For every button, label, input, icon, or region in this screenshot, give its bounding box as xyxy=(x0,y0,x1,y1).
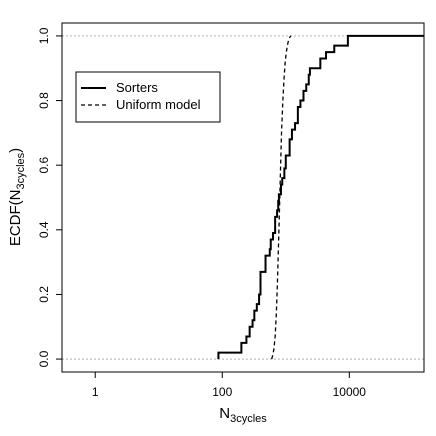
legend-label-uniform: Uniform model xyxy=(116,97,201,112)
x-axis-title-sub: 3cycles xyxy=(230,413,267,425)
y-axis-title-close: ) xyxy=(7,148,24,153)
y-axis-title-main: ECDF(N xyxy=(7,190,24,247)
y-axis-title-sub: 3cycles xyxy=(15,152,27,189)
x-axis-title-main: N xyxy=(219,405,230,422)
y-tick-label: 0.0 xyxy=(37,350,51,367)
y-tick-label: 0.8 xyxy=(37,92,51,109)
x-axis-title: N3cycles xyxy=(219,405,267,425)
x-tick-label: 1 xyxy=(92,385,99,399)
x-axis: 1 100 10000 xyxy=(92,372,366,399)
series-layer xyxy=(217,34,424,360)
y-tick-label: 0.4 xyxy=(37,221,51,238)
legend-box xyxy=(75,71,221,123)
plot-frame xyxy=(61,22,425,373)
series-sorters-line xyxy=(217,34,424,360)
x-tick-label: 100 xyxy=(212,385,232,399)
legend: Sorters Uniform model xyxy=(75,71,221,123)
series-uniform-model-line xyxy=(271,35,292,360)
y-tick-label: 1.0 xyxy=(37,27,51,44)
y-axis: 0.0 0.2 0.4 0.6 0.8 1.0 xyxy=(37,27,62,367)
y-tick-label: 0.2 xyxy=(37,286,51,303)
legend-label-sorters: Sorters xyxy=(116,80,158,95)
y-axis-title: ECDF(N3cycles) xyxy=(7,148,27,246)
y-tick-label: 0.6 xyxy=(37,157,51,174)
x-tick-label: 10000 xyxy=(333,385,367,399)
